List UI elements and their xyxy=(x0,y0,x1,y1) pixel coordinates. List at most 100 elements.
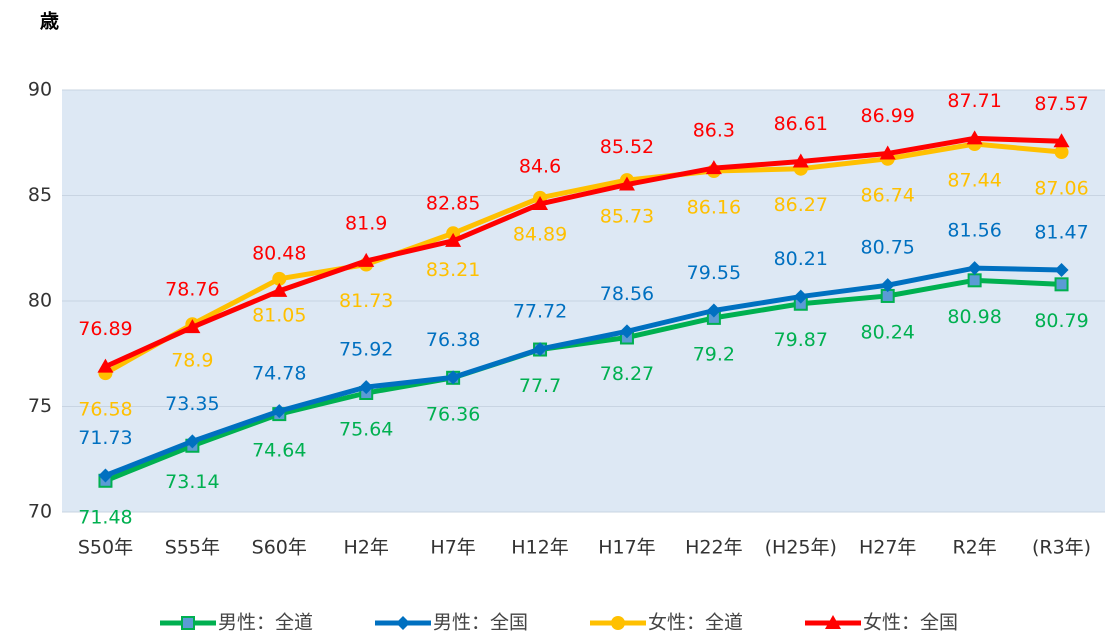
data-label: 85.73 xyxy=(600,206,654,228)
data-label: 76.58 xyxy=(78,399,132,421)
marker xyxy=(272,404,287,419)
marker xyxy=(532,195,549,210)
data-label: 76.36 xyxy=(426,403,480,425)
x-tick-label: S55年 xyxy=(165,537,220,559)
x-tick-label: S50年 xyxy=(78,537,133,559)
data-label: 80.79 xyxy=(1034,310,1088,332)
marker xyxy=(1054,277,1069,292)
x-tick-label: H7年 xyxy=(430,537,475,559)
data-label: 87.44 xyxy=(947,170,1001,192)
data-label: 86.16 xyxy=(687,197,741,219)
marker xyxy=(1054,145,1069,160)
marker xyxy=(185,434,200,449)
marker xyxy=(1054,262,1069,277)
data-label: 80.24 xyxy=(861,321,915,343)
y-tick-label: 80 xyxy=(28,290,52,312)
marker xyxy=(396,616,410,630)
data-label: 78.9 xyxy=(171,350,213,372)
x-tick-label: H12年 xyxy=(511,537,568,559)
data-label: 86.74 xyxy=(861,184,915,206)
marker xyxy=(358,252,375,267)
x-tick-label: H27年 xyxy=(859,537,916,559)
data-label: 86.61 xyxy=(774,113,828,135)
data-label: 87.06 xyxy=(1034,178,1088,200)
data-label: 86.3 xyxy=(693,120,735,142)
series-line xyxy=(104,135,1062,369)
data-label: 80.98 xyxy=(947,306,1001,328)
data-label: 80.21 xyxy=(774,248,828,270)
data-label: 74.78 xyxy=(252,363,306,385)
marker xyxy=(825,615,841,629)
y-axis-label: 歳 xyxy=(40,11,59,33)
data-label: 86.27 xyxy=(774,194,828,216)
data-label: 80.75 xyxy=(861,237,915,259)
data-label: 71.48 xyxy=(78,506,132,528)
y-tick-label: 70 xyxy=(28,501,52,523)
data-label: 85.52 xyxy=(600,136,654,158)
data-label: 78.76 xyxy=(165,279,219,301)
data-label: 81.47 xyxy=(1034,221,1088,243)
data-label: 81.56 xyxy=(947,220,1001,242)
x-tick-label: (H25年) xyxy=(765,537,837,559)
y-tick-label: 85 xyxy=(28,184,52,206)
data-label: 73.35 xyxy=(165,393,219,415)
data-label: 80.48 xyxy=(252,242,306,264)
marker xyxy=(533,342,548,357)
x-tick-label: S60年 xyxy=(252,537,307,559)
marker xyxy=(706,303,721,318)
series-line xyxy=(104,277,1062,484)
marker xyxy=(705,160,722,175)
data-label: 78.27 xyxy=(600,363,654,385)
data-label: 78.56 xyxy=(600,283,654,305)
x-tick-label: H17年 xyxy=(598,537,655,559)
marker xyxy=(181,616,195,630)
data-label: 86.99 xyxy=(861,105,915,127)
marker xyxy=(792,153,809,168)
data-label: 79.87 xyxy=(774,329,828,351)
data-label: 79.55 xyxy=(687,262,741,284)
data-label: 81.05 xyxy=(252,304,306,326)
data-label: 81.73 xyxy=(339,290,393,312)
marker xyxy=(880,278,895,293)
marker xyxy=(966,130,983,145)
marker xyxy=(446,370,461,385)
marker xyxy=(271,282,288,297)
marker xyxy=(1053,133,1070,148)
x-tick-label: R2年 xyxy=(952,537,996,559)
y-tick-label: 75 xyxy=(28,395,52,417)
marker xyxy=(611,616,625,630)
marker xyxy=(879,145,896,160)
data-label: 71.73 xyxy=(78,427,132,449)
y-tick-label: 90 xyxy=(28,79,52,101)
data-label: 75.64 xyxy=(339,418,393,440)
data-label: 81.9 xyxy=(345,212,387,234)
marker xyxy=(793,289,808,304)
data-label: 76.89 xyxy=(78,318,132,340)
marker xyxy=(967,261,982,276)
series-line xyxy=(104,265,1062,478)
data-label: 82.85 xyxy=(426,192,480,214)
marker xyxy=(445,232,462,247)
marker xyxy=(98,468,113,483)
marker xyxy=(359,380,374,395)
legend-label: 女性：全道 xyxy=(648,612,743,634)
marker xyxy=(184,319,201,334)
data-label: 75.92 xyxy=(339,339,393,361)
marker xyxy=(967,273,982,288)
data-label: 84.6 xyxy=(519,155,561,177)
data-label: 73.14 xyxy=(165,471,219,493)
data-label: 74.64 xyxy=(252,440,306,462)
data-label: 84.89 xyxy=(513,223,567,245)
legend-label: 男性：全国 xyxy=(433,612,528,634)
legend-label: 男性：全道 xyxy=(218,612,313,634)
marker xyxy=(272,271,287,286)
x-tick-label: H22年 xyxy=(685,537,742,559)
data-label: 87.57 xyxy=(1034,93,1088,115)
data-label: 79.2 xyxy=(693,343,735,365)
data-label: 77.7 xyxy=(519,375,561,397)
legend-label: 女性：全国 xyxy=(863,612,958,634)
data-label: 87.71 xyxy=(947,90,1001,112)
data-label: 76.38 xyxy=(426,329,480,351)
